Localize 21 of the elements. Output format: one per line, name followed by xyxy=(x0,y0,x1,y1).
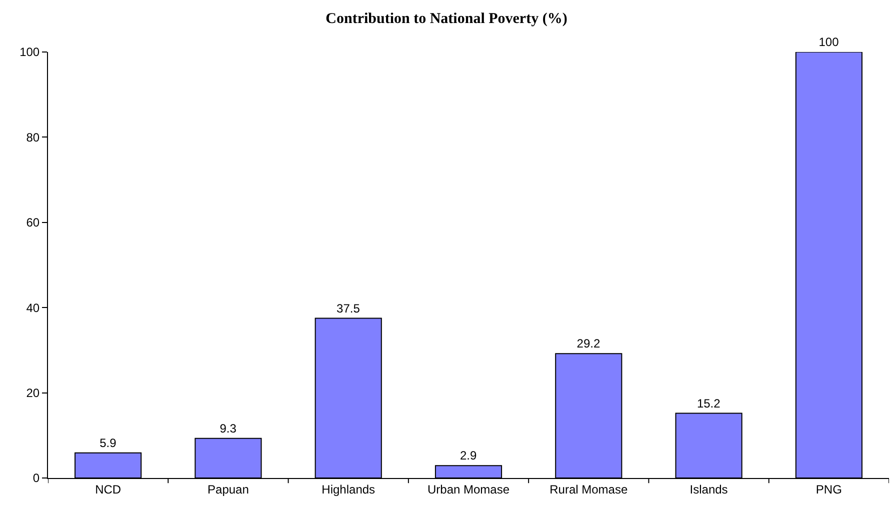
y-tick-label: 0 xyxy=(32,471,40,486)
y-tick-label: 20 xyxy=(26,386,40,400)
x-tick-label: Highlands xyxy=(322,482,376,496)
data-label: 9.3 xyxy=(220,421,237,436)
chart-title: Contribution to National Poverty (%) xyxy=(326,11,568,28)
data-label: 2.9 xyxy=(460,448,478,463)
x-tick-label: Rural Momase xyxy=(550,482,628,496)
y-tick-label: 60 xyxy=(26,216,40,230)
y-tick-label: 80 xyxy=(26,130,40,144)
data-label: 100 xyxy=(818,35,840,49)
x-tick-label: Urban Momase xyxy=(427,482,510,496)
x-tick-label: PNG xyxy=(816,482,842,496)
x-tick-label: Papuan xyxy=(208,482,249,496)
data-label: 37.5 xyxy=(336,301,360,316)
data-label: 29.2 xyxy=(576,336,600,351)
x-tick-label: NCD xyxy=(95,482,122,496)
data-label: 5.9 xyxy=(100,436,117,450)
x-tick-label: Islands xyxy=(690,482,728,496)
y-tick-label: 40 xyxy=(26,300,40,315)
y-tick-label: 100 xyxy=(20,45,40,60)
data-label: 15.2 xyxy=(696,396,721,410)
